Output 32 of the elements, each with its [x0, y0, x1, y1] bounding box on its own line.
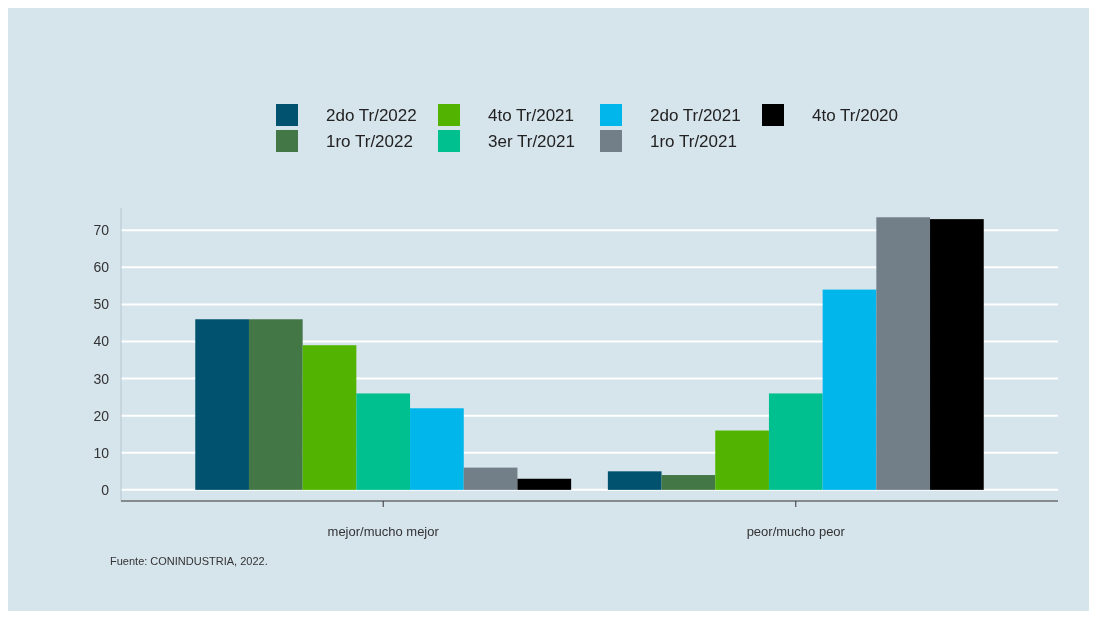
- y-tick-label: 70: [93, 222, 110, 239]
- legend-label: 4to Tr/2021: [488, 105, 575, 125]
- legend-label: 3er Tr/2021: [488, 131, 575, 151]
- bar: [302, 345, 357, 490]
- y-tick-label: 40: [93, 333, 110, 350]
- bar: [195, 319, 249, 490]
- bar: [248, 319, 303, 490]
- bar: [463, 467, 518, 490]
- legend-label: 1ro Tr/2022: [326, 131, 413, 151]
- bar: [517, 478, 572, 490]
- bar: [356, 393, 411, 490]
- y-tick-label: 10: [93, 444, 110, 461]
- y-tick-label: 20: [93, 407, 110, 424]
- x-tick-label: peor/mucho peor: [746, 524, 846, 539]
- legend-label: 2do Tr/2021: [650, 105, 741, 125]
- y-tick-label: 0: [101, 481, 110, 498]
- x-tick-label: mejor/mucho mejor: [327, 524, 440, 539]
- bar: [715, 430, 769, 490]
- y-tick-label: 30: [93, 370, 110, 387]
- bar: [930, 219, 984, 490]
- y-tick-label: 50: [93, 296, 110, 313]
- bar: [876, 217, 931, 490]
- bar: [661, 475, 716, 490]
- bar: [410, 408, 464, 490]
- legend-label: 4to Tr/2020: [812, 105, 899, 125]
- bar: [607, 471, 662, 490]
- bar: [768, 393, 823, 490]
- legend-label: 1ro Tr/2021: [650, 131, 737, 151]
- bar: [822, 289, 877, 490]
- y-tick-label: 60: [93, 259, 110, 276]
- legend-label: 2do Tr/2022: [326, 105, 417, 125]
- source-note: Fuente: CONINDUSTRIA, 2022.: [110, 555, 268, 567]
